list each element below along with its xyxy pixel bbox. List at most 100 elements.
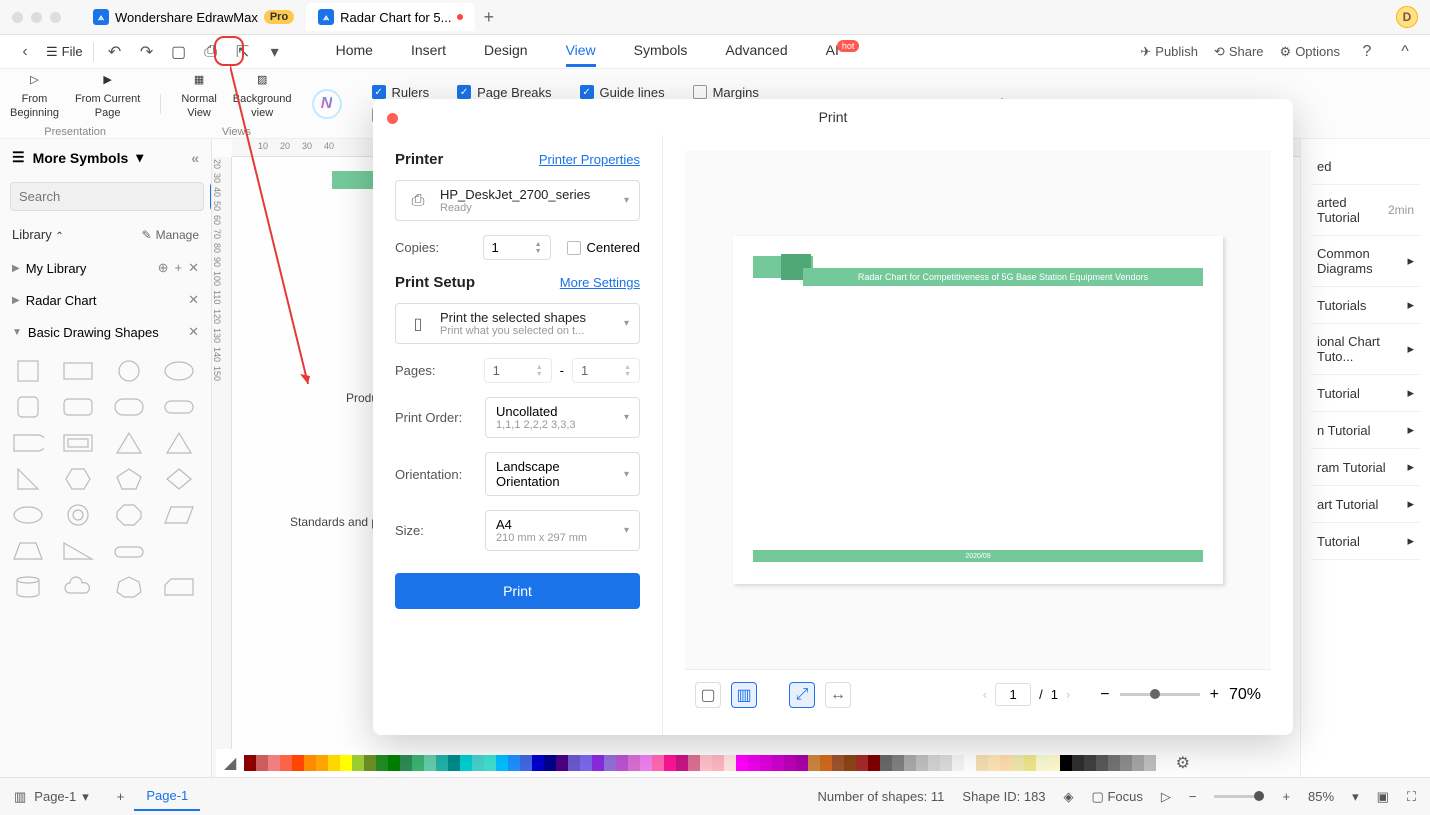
background-view-button[interactable]: ▨Background view <box>233 69 292 119</box>
shape-card[interactable] <box>159 572 199 602</box>
menu-home[interactable]: Home <box>336 36 373 67</box>
color-swatch[interactable] <box>628 755 640 771</box>
shape-right-triangle[interactable] <box>8 464 48 494</box>
normal-view-button[interactable]: ▦Normal View <box>181 69 216 119</box>
color-swatch[interactable] <box>988 755 1000 771</box>
focus-button[interactable]: ▢ Focus <box>1092 789 1143 805</box>
print-button[interactable]: ⎙ <box>200 41 222 63</box>
shape-oval[interactable] <box>8 500 48 530</box>
shape-triangle[interactable] <box>109 428 149 458</box>
more-symbols-header[interactable]: ☰ More Symbols ▾ « <box>0 139 211 176</box>
color-swatch[interactable] <box>796 755 808 771</box>
add-page-button[interactable]: + <box>117 789 125 804</box>
color-swatch[interactable] <box>604 755 616 771</box>
color-swatch[interactable] <box>1000 755 1012 771</box>
search-input[interactable] <box>10 182 204 211</box>
color-swatch[interactable] <box>268 755 280 771</box>
color-swatch[interactable] <box>952 755 964 771</box>
color-swatch[interactable] <box>472 755 484 771</box>
shape-parallelogram[interactable] <box>159 500 199 530</box>
shape-octagon[interactable] <box>109 500 149 530</box>
collapse-ribbon-button[interactable]: ^ <box>1394 41 1416 63</box>
add-icon[interactable]: + <box>175 260 183 276</box>
menu-advanced[interactable]: Advanced <box>725 36 787 67</box>
color-swatch[interactable] <box>940 755 952 771</box>
minimize-window[interactable] <box>31 12 42 23</box>
close-icon[interactable]: ✕ <box>188 324 199 340</box>
dropdown-icon[interactable]: ▾ <box>1352 789 1359 805</box>
tutorial-item[interactable]: Tutorial▸ <box>1311 375 1420 412</box>
shape-cloud[interactable] <box>58 572 98 602</box>
ai-assistant-button[interactable]: N <box>312 89 342 119</box>
color-swatch[interactable] <box>400 755 412 771</box>
color-swatch[interactable] <box>256 755 268 771</box>
maximize-window[interactable] <box>50 12 61 23</box>
printer-select[interactable]: ⎙ HP_DeskJet_2700_series Ready ▾ <box>395 180 640 221</box>
tab-app[interactable]: ⟑ Wondershare EdrawMax Pro <box>81 3 306 31</box>
color-swatch[interactable] <box>1108 755 1120 771</box>
color-swatch[interactable] <box>376 755 388 771</box>
size-select[interactable]: A4210 mm x 297 mm ▾ <box>485 510 640 551</box>
pages-to-input[interactable]: 1▲▼ <box>572 358 640 383</box>
color-swatch[interactable] <box>832 755 844 771</box>
color-swatch[interactable] <box>388 755 400 771</box>
shape-stadium[interactable] <box>159 392 199 422</box>
shape-donut[interactable] <box>58 500 98 530</box>
color-swatch[interactable] <box>328 755 340 771</box>
centered-checkbox[interactable]: Centered <box>567 240 640 255</box>
layers-icon[interactable]: ◈ <box>1064 789 1074 805</box>
color-swatch[interactable] <box>292 755 304 771</box>
page-selector[interactable]: Page-1 ▾ <box>26 785 96 809</box>
menu-design[interactable]: Design <box>484 36 528 67</box>
fit-width-button[interactable]: ↔ <box>825 682 851 708</box>
color-swatch[interactable] <box>688 755 700 771</box>
fit-icon[interactable]: ▣ <box>1377 789 1389 805</box>
color-swatch[interactable] <box>652 755 664 771</box>
publish-button[interactable]: ✈Publish <box>1140 44 1198 60</box>
menu-view[interactable]: View <box>566 36 596 67</box>
color-swatch[interactable] <box>580 755 592 771</box>
manage-button[interactable]: ✎Manage <box>142 227 199 242</box>
shape-rounded-rect[interactable] <box>58 392 98 422</box>
help-button[interactable]: ? <box>1356 41 1378 63</box>
more-button[interactable]: ▾ <box>264 41 286 63</box>
play-icon[interactable]: ▷ <box>1161 789 1171 805</box>
color-swatch[interactable] <box>460 755 472 771</box>
shape-hexagon[interactable] <box>58 464 98 494</box>
color-swatch[interactable] <box>844 755 856 771</box>
tutorial-item[interactable]: ed <box>1311 149 1420 185</box>
color-swatch[interactable] <box>364 755 376 771</box>
color-swatch[interactable] <box>916 755 928 771</box>
undo-button[interactable]: ↶ <box>104 41 126 63</box>
zoom-in-button[interactable]: + <box>1282 789 1290 804</box>
prev-page-button[interactable]: ‹ <box>983 687 987 702</box>
zoom-slider[interactable] <box>1120 693 1200 696</box>
back-button[interactable]: ‹ <box>14 41 36 63</box>
color-swatch[interactable] <box>448 755 460 771</box>
shape-empty[interactable] <box>159 536 199 566</box>
collapse-sidebar-button[interactable]: « <box>191 150 199 166</box>
slider-handle[interactable] <box>1254 791 1264 801</box>
color-swatch[interactable] <box>856 755 868 771</box>
tutorial-item[interactable]: Tutorial▸ <box>1311 523 1420 560</box>
shape-right-triangle2[interactable] <box>58 536 98 566</box>
close-window[interactable] <box>12 12 23 23</box>
tutorial-item[interactable]: Tutorials▸ <box>1311 287 1420 324</box>
printer-properties-link[interactable]: Printer Properties <box>539 152 640 167</box>
color-swatch[interactable] <box>772 755 784 771</box>
close-icon[interactable]: ✕ <box>188 260 199 276</box>
color-swatch[interactable] <box>1060 755 1072 771</box>
guide-lines-checkbox[interactable]: ✓Guide lines <box>580 85 665 100</box>
color-swatch[interactable] <box>712 755 724 771</box>
file-menu[interactable]: ☰ File <box>46 44 83 60</box>
color-swatch[interactable] <box>496 755 508 771</box>
close-icon[interactable]: ✕ <box>188 292 199 308</box>
color-swatch[interactable] <box>1084 755 1096 771</box>
print-scope-select[interactable]: ▯ Print the selected shapes Print what y… <box>395 303 640 344</box>
color-swatch[interactable] <box>1024 755 1036 771</box>
color-swatch[interactable] <box>808 755 820 771</box>
zoom-in-button[interactable]: + <box>1210 686 1219 704</box>
tutorial-item[interactable]: n Tutorial▸ <box>1311 412 1420 449</box>
color-swatch[interactable] <box>880 755 892 771</box>
color-swatch[interactable] <box>1132 755 1144 771</box>
